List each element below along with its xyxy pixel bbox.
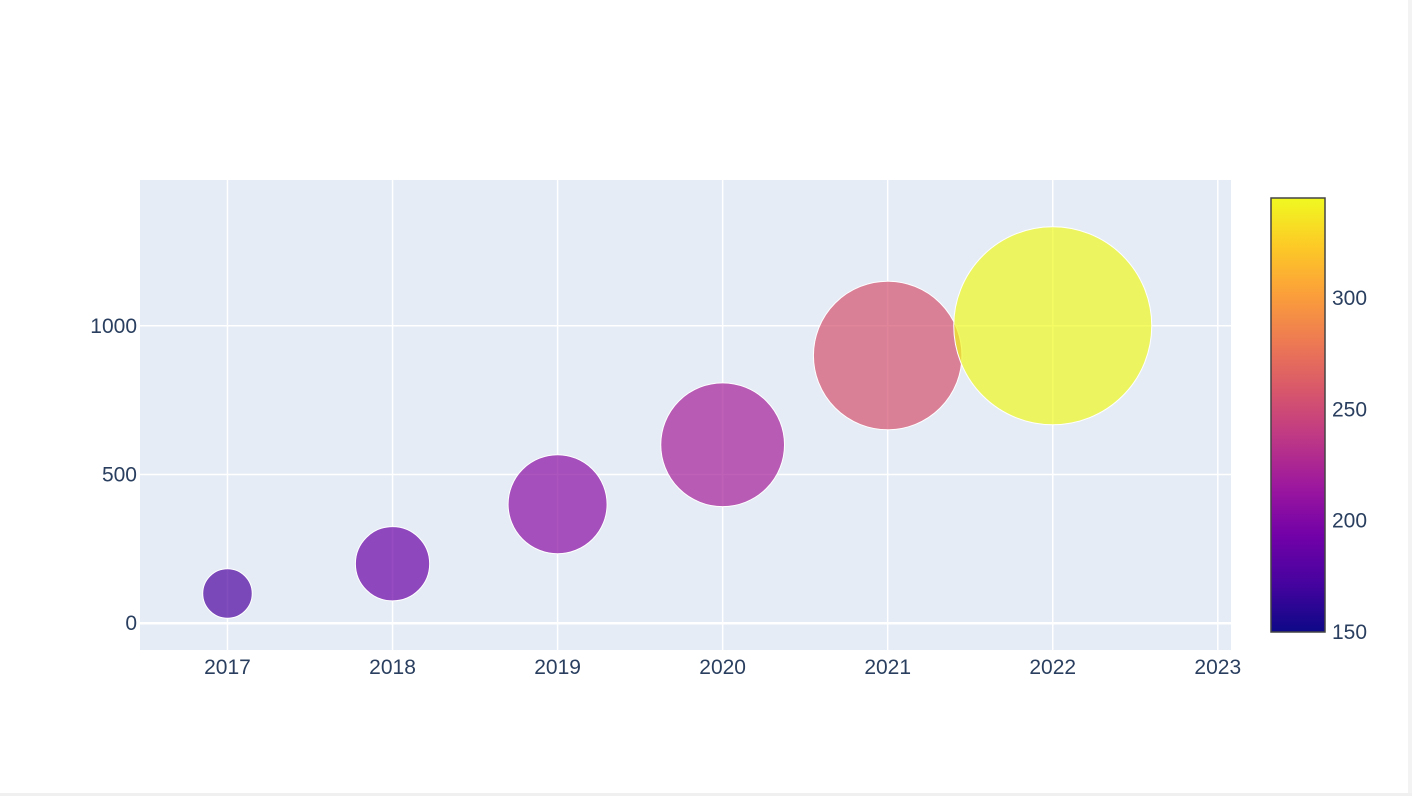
bubbles bbox=[202, 226, 1153, 619]
page-edge bbox=[1408, 0, 1412, 796]
bubble-point bbox=[354, 526, 431, 602]
colorbar-gradient bbox=[1270, 197, 1326, 633]
x-tick-label: 2022 bbox=[1029, 656, 1076, 679]
page-edge-bottom bbox=[0, 793, 1412, 796]
x-tick-label: 2017 bbox=[204, 656, 251, 679]
colorbar bbox=[1270, 197, 1326, 633]
bubble-point bbox=[507, 454, 608, 555]
colorbar-tick-label: 300 bbox=[1332, 287, 1367, 310]
y-tick-label: 1000 bbox=[90, 315, 137, 338]
y-axis-ticks: 0 500 1000 bbox=[90, 315, 137, 635]
colorbar-tick-label: 250 bbox=[1332, 398, 1367, 421]
x-tick-label: 2019 bbox=[534, 656, 581, 679]
bubble-point bbox=[953, 226, 1153, 426]
bubble-point bbox=[660, 382, 786, 508]
x-tick-label: 2018 bbox=[369, 656, 416, 679]
y-tick-label: 0 bbox=[125, 612, 137, 635]
colorbar-tick-label: 150 bbox=[1332, 621, 1367, 644]
x-tick-label: 2021 bbox=[864, 656, 911, 679]
y-tick-label: 500 bbox=[102, 463, 137, 486]
x-axis-ticks: 2017 2018 2019 2020 2021 2022 2023 bbox=[204, 656, 1241, 679]
x-tick-label: 2023 bbox=[1194, 656, 1241, 679]
bubble-point bbox=[202, 568, 253, 619]
x-tick-label: 2020 bbox=[699, 656, 746, 679]
bubble-point bbox=[812, 280, 963, 431]
colorbar-ticks: 150 200 250 300 bbox=[1332, 287, 1367, 644]
colorbar-tick-label: 200 bbox=[1332, 510, 1367, 533]
